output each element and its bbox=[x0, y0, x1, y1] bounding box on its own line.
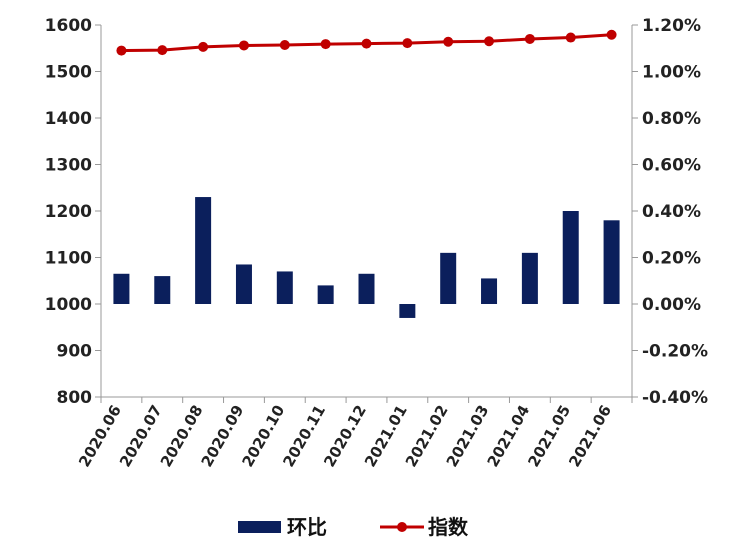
right-axis-ticks: -0.40% -0.20% 0.00% 0.20% 0.40% 0.60% 0.80% 1.0… bbox=[632, 16, 708, 408]
legend: 环比 指数 bbox=[238, 515, 469, 539]
bar bbox=[521, 252, 538, 304]
line-point bbox=[320, 39, 331, 50]
legend-label-bar: 环比 bbox=[287, 515, 327, 539]
line-point bbox=[238, 40, 249, 51]
right-tick-label: 0.00% bbox=[642, 295, 701, 315]
line-point bbox=[361, 38, 372, 49]
bar bbox=[440, 252, 457, 304]
bar bbox=[358, 273, 375, 304]
line-point bbox=[116, 45, 127, 56]
left-tick-label: 1000 bbox=[45, 295, 92, 315]
line-point bbox=[157, 45, 168, 56]
bar bbox=[113, 273, 130, 304]
right-tick-label: -0.20% bbox=[642, 342, 708, 362]
right-tick-label: 0.20% bbox=[642, 249, 701, 269]
left-tick-label: 1200 bbox=[45, 202, 92, 222]
right-tick-label: 1.00% bbox=[642, 63, 701, 83]
line-point bbox=[443, 36, 454, 47]
right-tick-label: -0.40% bbox=[642, 388, 708, 408]
bar bbox=[603, 220, 620, 304]
line-point bbox=[606, 29, 617, 40]
line-point bbox=[198, 41, 209, 52]
bar-series-huanbi bbox=[113, 197, 620, 318]
bar bbox=[235, 264, 252, 304]
right-tick-label: 0.60% bbox=[642, 156, 701, 176]
line-point bbox=[402, 38, 413, 49]
legend-swatch-bar bbox=[238, 521, 281, 533]
bar bbox=[399, 304, 416, 318]
left-tick-label: 1400 bbox=[45, 109, 92, 129]
line-point bbox=[279, 39, 290, 50]
left-tick-label: 800 bbox=[57, 388, 93, 408]
bar bbox=[317, 285, 334, 304]
line-point bbox=[484, 36, 495, 47]
legend-label-line: 指数 bbox=[428, 515, 469, 539]
left-tick-label: 900 bbox=[57, 342, 93, 362]
line-point bbox=[565, 32, 576, 43]
bar bbox=[276, 271, 293, 304]
left-tick-label: 1500 bbox=[45, 63, 92, 83]
line-point bbox=[524, 33, 535, 44]
bar bbox=[154, 276, 171, 304]
line-series-zhishu bbox=[116, 29, 617, 56]
x-axis-ticks: 2020.062020.072020.082020.092020.102020.… bbox=[75, 397, 633, 470]
left-tick-label: 1300 bbox=[45, 156, 92, 176]
bar bbox=[562, 211, 579, 304]
legend-swatch-marker bbox=[397, 522, 407, 532]
right-tick-label: 0.80% bbox=[642, 109, 701, 129]
left-tick-label: 1100 bbox=[45, 249, 92, 269]
right-tick-label: 1.20% bbox=[642, 16, 701, 36]
left-tick-label: 1600 bbox=[45, 16, 92, 36]
bar bbox=[195, 197, 212, 304]
left-axis-ticks: 800 900 1000 1100 1200 1300 1400 1500 1600 bbox=[45, 16, 101, 408]
right-tick-label: 0.40% bbox=[642, 202, 701, 222]
bar bbox=[481, 278, 498, 304]
axes bbox=[100, 25, 633, 398]
